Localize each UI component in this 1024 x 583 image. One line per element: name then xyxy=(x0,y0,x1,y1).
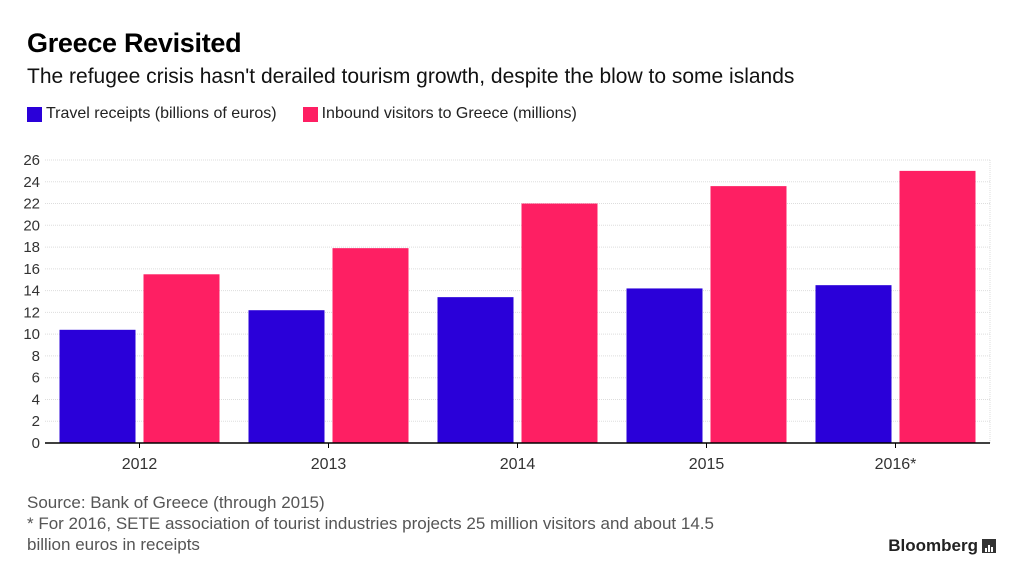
legend-swatch-visitors xyxy=(302,106,318,122)
bar-receipts xyxy=(59,329,136,443)
y-tick-label: 24 xyxy=(23,174,40,191)
legend-label-receipts: Travel receipts (billions of euros) xyxy=(46,105,277,122)
y-tick-label: 4 xyxy=(32,391,40,408)
bar-visitors xyxy=(899,170,976,443)
y-tick-label: 10 xyxy=(23,326,40,343)
legend: Travel receipts (billions of euros) Inbo… xyxy=(27,105,603,123)
brand-name: Bloomberg xyxy=(888,536,978,555)
legend-swatch-receipts xyxy=(27,106,42,122)
source-note: Source: Bank of Greece (through 2015) xyxy=(27,493,325,512)
bar-visitors xyxy=(521,203,598,443)
footnote-line-1: * For 2016, SETE association of tourist … xyxy=(27,514,714,533)
y-tick-label: 22 xyxy=(23,196,40,213)
y-tick-label: 2 xyxy=(32,413,40,430)
y-tick-label: 14 xyxy=(23,283,40,300)
chart-subtitle: The refugee crisis hasn't derailed touri… xyxy=(27,65,795,88)
bar-receipts xyxy=(815,285,892,443)
footnote-line-2: billion euros in receipts xyxy=(27,535,200,554)
bar-visitors xyxy=(143,274,220,443)
bar-receipts xyxy=(437,297,514,443)
footer-notes: Source: Bank of Greece (through 2015) * … xyxy=(27,492,714,555)
x-tick-label: 2016* xyxy=(875,456,917,473)
y-tick-label: 20 xyxy=(23,217,40,234)
bar-chart-icon xyxy=(982,539,996,553)
legend-item-receipts: Travel receipts (billions of euros) xyxy=(27,105,277,123)
y-tick-label: 0 xyxy=(32,435,40,452)
bar-visitors xyxy=(710,186,787,443)
bar-receipts xyxy=(248,310,325,443)
bloomberg-logo: Bloomberg xyxy=(888,536,996,556)
legend-label-visitors: Inbound visitors to Greece (millions) xyxy=(321,105,577,122)
legend-item-visitors: Inbound visitors to Greece (millions) xyxy=(302,105,577,123)
y-tick-label: 18 xyxy=(23,239,40,256)
x-tick-label: 2012 xyxy=(122,456,158,473)
y-tick-label: 26 xyxy=(23,152,40,169)
x-tick-label: 2015 xyxy=(689,456,725,473)
y-tick-label: 6 xyxy=(32,370,40,387)
x-tick-label: 2013 xyxy=(311,456,347,473)
bar-receipts xyxy=(626,288,703,443)
bar-visitors xyxy=(332,248,409,443)
chart-title: Greece Revisited xyxy=(27,28,242,58)
y-tick-label: 12 xyxy=(23,304,40,321)
x-tick-label: 2014 xyxy=(500,456,536,473)
y-tick-label: 16 xyxy=(23,261,40,278)
y-tick-label: 8 xyxy=(32,348,40,365)
